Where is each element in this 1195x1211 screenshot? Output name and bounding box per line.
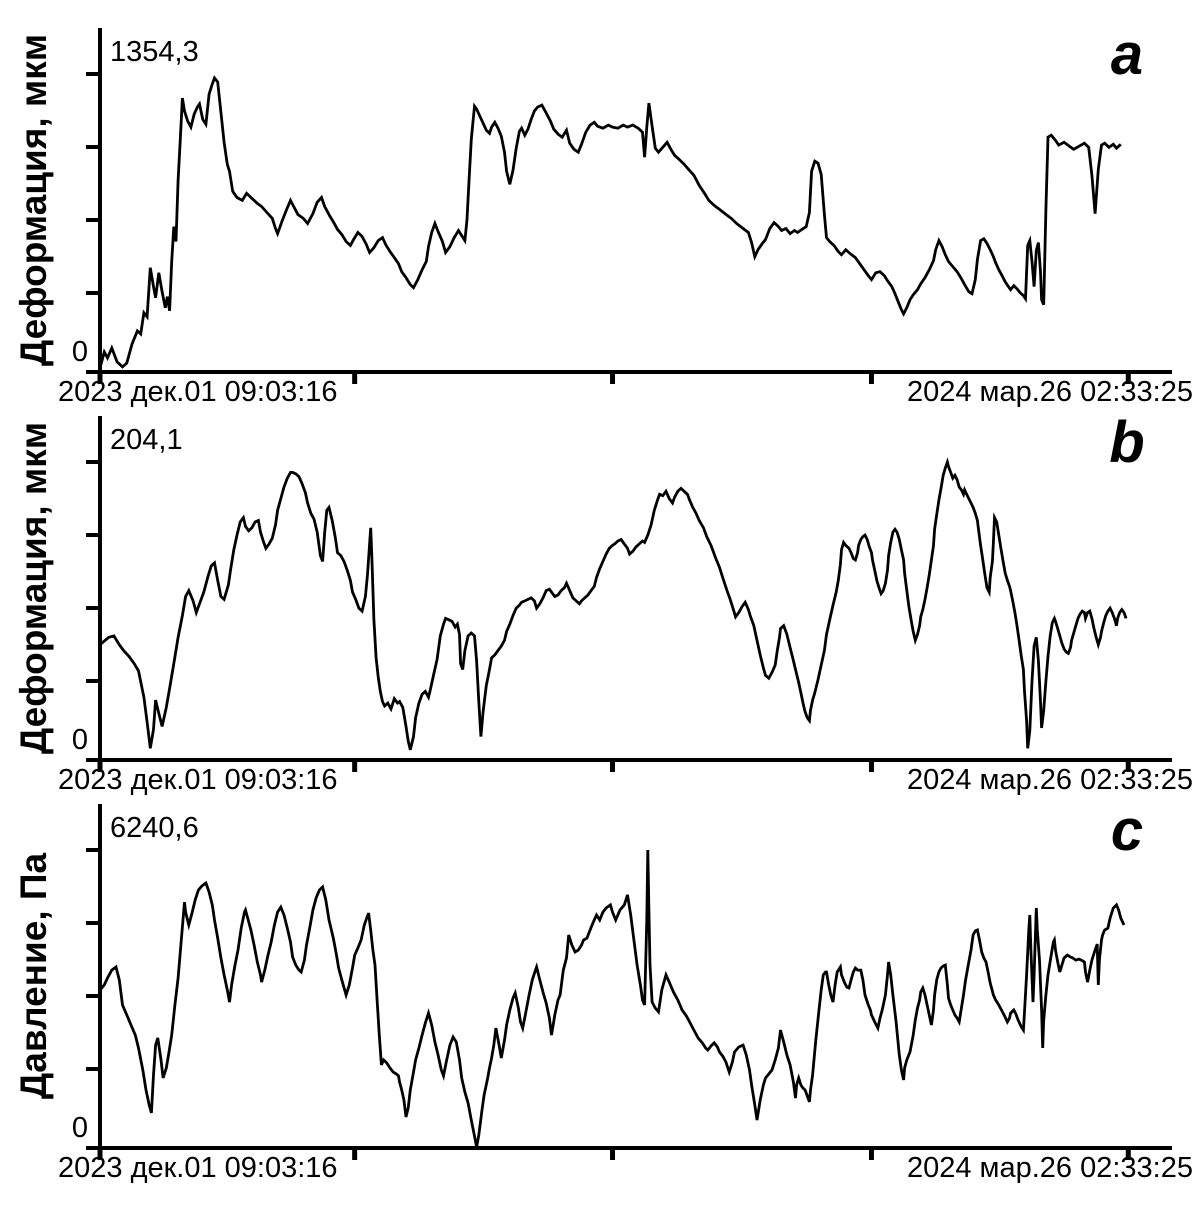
y-axis-title: Деформация, мкм — [13, 421, 55, 755]
y-axis-label-wrap: Деформация, мкм — [0, 416, 68, 760]
x-axis-start-label: 2023 дек.01 09:03:16 — [58, 376, 338, 408]
panel-letter-c: c — [1110, 798, 1144, 863]
y-max-tick-label: 1354,3 — [110, 36, 199, 68]
x-axis-end-label: 2024 мар.26 02:33:25 — [906, 1152, 1193, 1184]
x-axis-end-label: 2024 мар.26 02:33:25 — [906, 376, 1193, 408]
series-line-b — [99, 457, 1128, 751]
series-line-c — [98, 849, 1126, 1148]
x-axis-start-label: 2023 дек.01 09:03:16 — [58, 1152, 338, 1184]
series-line-a — [98, 75, 1122, 369]
panel-letter-a: a — [1110, 22, 1144, 87]
y-axis-label-wrap: Давление, Па — [0, 804, 68, 1148]
y-axis-title: Давление, Па — [13, 852, 55, 1100]
y-zero-tick-label: 0 — [71, 1112, 88, 1144]
y-zero-tick-label: 0 — [71, 336, 88, 368]
y-max-tick-label: 6240,6 — [110, 812, 199, 844]
x-axis-start-label: 2023 дек.01 09:03:16 — [58, 764, 338, 796]
y-max-tick-label: 204,1 — [110, 424, 183, 456]
x-axis-end-label: 2024 мар.26 02:33:25 — [906, 764, 1193, 796]
axes-panel-a — [98, 28, 1172, 374]
y-zero-tick-label: 0 — [71, 724, 88, 756]
y-axis-title: Деформация, мкм — [13, 33, 55, 367]
panel-letter-b: b — [1109, 410, 1145, 475]
y-axis-label-wrap: Деформация, мкм — [0, 28, 68, 372]
